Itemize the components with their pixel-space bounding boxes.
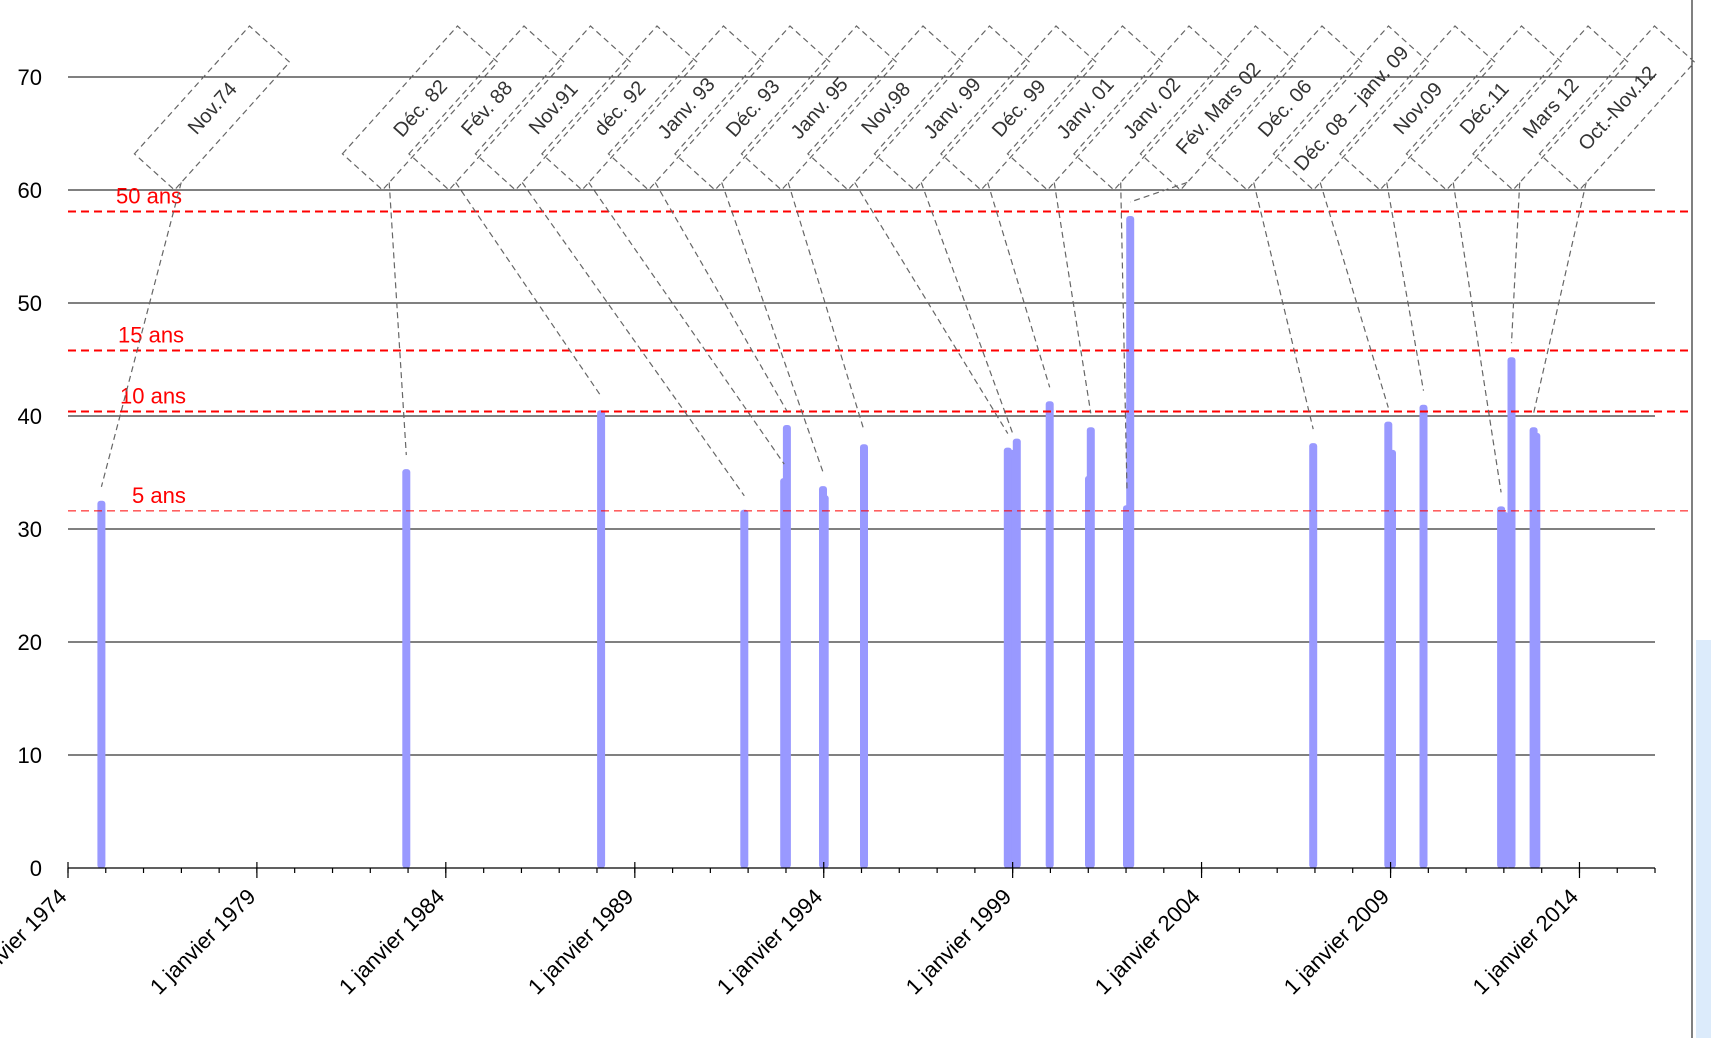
callout-leader-6 xyxy=(721,182,824,473)
x-axis: 1 janvier 1974 1 janvier 1979 1 janvier 19… xyxy=(0,862,1656,999)
callout-label-10: Déc. 99 xyxy=(988,76,1050,142)
callout-label-11: Janv. 01 xyxy=(1053,74,1119,144)
bar-2 xyxy=(597,410,606,868)
callout-leader-8 xyxy=(854,182,1009,434)
x-tick-label-6: 1 janvier 2004 xyxy=(1090,884,1205,999)
bar-5 xyxy=(782,425,791,868)
callout-label-8: Nov.98 xyxy=(857,78,915,139)
bar-12 xyxy=(1012,438,1021,868)
callout-box-11 xyxy=(1006,25,1164,191)
bar-3 xyxy=(740,509,749,868)
callout-leader-2 xyxy=(455,182,602,397)
callout-leader-3 xyxy=(521,182,745,497)
callout-leader-10 xyxy=(987,182,1051,388)
callout-label-1: Déc. 82 xyxy=(390,76,452,142)
reference-label-1: 15 ans xyxy=(118,322,184,347)
callout-box-16 xyxy=(1339,25,1496,191)
y-tick-label-50: 50 xyxy=(18,291,42,316)
callout-leader-0 xyxy=(100,182,182,487)
bar-24 xyxy=(1507,357,1516,868)
callout-label-4: déc. 92 xyxy=(590,77,650,140)
y-tick-label-70: 70 xyxy=(18,65,42,90)
bar-18 xyxy=(1309,443,1318,868)
y-tick-label-40: 40 xyxy=(18,404,42,429)
x-tick-label-5: 1 janvier 1999 xyxy=(901,884,1016,999)
y-axis-ticks: 0 10 20 30 40 50 60 70 xyxy=(18,65,42,881)
callout-leader-16 xyxy=(1386,182,1425,391)
x-tick-label-2: 1 janvier 1984 xyxy=(334,884,449,999)
callout-label-0: Nov.74 xyxy=(184,78,242,139)
bar-13 xyxy=(1045,401,1054,868)
y-tick-label-20: 20 xyxy=(18,630,42,655)
bar-7 xyxy=(820,495,829,868)
callout-label-19: Oct.-Nov.12 xyxy=(1574,62,1661,155)
callout-label-18: Mars 12 xyxy=(1519,74,1584,142)
callout-label-16: Nov.09 xyxy=(1389,78,1447,139)
callout-box-18 xyxy=(1472,25,1629,191)
callout-label-12: Janv. 02 xyxy=(1119,74,1185,144)
callout-leader-11 xyxy=(1053,182,1092,414)
callout-box-12 xyxy=(1073,25,1230,191)
callout-label-9: Janv. 99 xyxy=(920,74,986,144)
callout-box-14 xyxy=(1206,25,1363,191)
callout-label-3: Nov.91 xyxy=(525,78,583,139)
callout-leader-1 xyxy=(388,182,407,456)
bars xyxy=(97,216,1541,869)
callout-label-17: Déc.11 xyxy=(1456,78,1514,139)
callout-label-14: Déc. 06 xyxy=(1254,76,1316,142)
callout-leader-5 xyxy=(654,182,788,412)
x-tick-label-7: 1 janvier 2009 xyxy=(1279,884,1394,999)
callout-leader-14 xyxy=(1253,182,1314,430)
x-tick-label-3: 1 janvier 1989 xyxy=(523,884,638,999)
callout-box-13 xyxy=(1139,25,1297,191)
bar-1 xyxy=(402,469,411,868)
reference-label-3: 5 ans xyxy=(132,483,186,508)
bar-23 xyxy=(1500,512,1509,868)
bar-17 xyxy=(1126,216,1135,868)
callout-box-15 xyxy=(1272,25,1430,191)
callout-label-2: Fév. 88 xyxy=(457,77,517,140)
callout-leader-19 xyxy=(1533,182,1587,414)
callout-label-5: Janv. 93 xyxy=(654,74,720,144)
reference-label-2: 10 ans xyxy=(120,383,186,408)
y-tick-label-0: 0 xyxy=(30,856,42,881)
callout-leader-7 xyxy=(787,182,865,431)
callout-leader-15 xyxy=(1319,182,1389,408)
callout-leader-18 xyxy=(1510,182,1521,344)
callout-label-15: Déc. 08 – janv. 09 xyxy=(1290,42,1413,175)
callout-leader-13 xyxy=(1130,181,1188,203)
bar-8 xyxy=(860,444,868,869)
y-tick-label-30: 30 xyxy=(18,517,42,542)
x-tick-label-1: 1 janvier 1979 xyxy=(145,884,260,999)
bar-20 xyxy=(1388,449,1396,868)
callout-box-19 xyxy=(1538,25,1696,191)
callout-label-7: Janv. 95 xyxy=(787,74,853,144)
x-tick-label-4: 1 janvier 1994 xyxy=(712,884,827,999)
x-tick-label-8: 1 janvier 2014 xyxy=(1468,884,1583,999)
callout-label-6: Déc. 93 xyxy=(722,76,784,142)
callout-leader-12 xyxy=(1120,182,1128,492)
x-tick-label-0: 1 janvier 1974 xyxy=(0,884,72,999)
callout-leader-17 xyxy=(1452,182,1502,493)
decorative-panel xyxy=(1696,640,1711,1038)
bar-15 xyxy=(1086,427,1095,868)
y-tick-label-60: 60 xyxy=(18,178,42,203)
annotations: Nov.74 Déc. 82 Fév. 88 Nov.91 déc. 92 Janv. 9… xyxy=(100,25,1696,497)
bar-26 xyxy=(1532,432,1541,868)
callout-box-17 xyxy=(1405,25,1563,191)
bar-21 xyxy=(1419,404,1428,868)
bar-0 xyxy=(97,500,106,869)
callout-leader-9 xyxy=(920,182,1015,437)
callout-leader-4 xyxy=(588,182,785,465)
callout-0: Nov.74 xyxy=(133,25,291,191)
y-tick-label-10: 10 xyxy=(18,743,42,768)
